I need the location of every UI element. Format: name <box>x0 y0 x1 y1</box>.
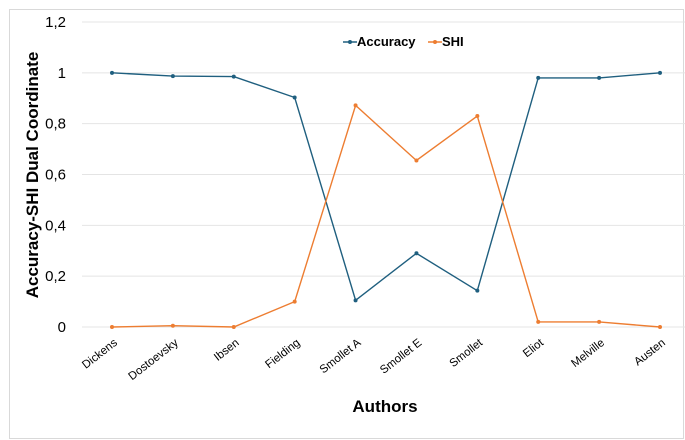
shi-series <box>110 103 662 329</box>
accuracy-point <box>110 70 114 75</box>
x-tick-label: Smollet <box>448 336 486 370</box>
accuracy-point <box>597 75 602 80</box>
y-tick-label: 0,6 <box>45 167 66 184</box>
accuracy-point <box>231 74 236 79</box>
x-tick-label: Eliot <box>521 336 547 360</box>
accuracy-series <box>110 70 662 303</box>
accuracy-point <box>475 288 480 293</box>
y-tick-label: 0,2 <box>45 268 66 285</box>
shi-point <box>536 319 541 324</box>
accuracy-point <box>414 251 419 256</box>
x-tick-label: Melville <box>569 337 607 370</box>
series-lines <box>110 70 662 329</box>
shi-point <box>170 323 175 328</box>
shi-point <box>353 103 358 108</box>
shi-point <box>110 325 114 329</box>
y-tick-label: 0 <box>58 319 66 336</box>
y-tick-label: 1 <box>58 65 66 82</box>
y-tick-labels: 0 0,2 0,4 0,6 0,8 1 1,2 <box>45 14 66 336</box>
shi-point <box>414 158 419 163</box>
x-tick-label: Dostoevsky <box>127 337 181 383</box>
shi-point <box>658 325 662 329</box>
accuracy-line <box>111 72 661 302</box>
accuracy-point <box>536 75 541 80</box>
shi-point <box>597 319 602 324</box>
shi-point <box>292 299 297 304</box>
x-axis-title: Authors <box>352 397 417 416</box>
x-tick-label: Dickens <box>80 337 120 372</box>
x-tick-label: Austen <box>632 337 668 369</box>
x-tick-labels: Dickens Dostoevsky Ibsen Fielding Smollet A S… <box>80 336 668 383</box>
gridlines <box>82 21 685 328</box>
accuracy-point <box>292 95 297 100</box>
accuracy-point <box>353 298 358 303</box>
shi-line <box>111 104 661 328</box>
x-tick-label: Ibsen <box>212 337 242 364</box>
y-tick-label: 0,4 <box>45 217 66 234</box>
x-tick-label: Smollet E <box>378 337 424 377</box>
shi-legend-label: SHI <box>442 34 464 49</box>
shi-legend-marker <box>433 40 437 44</box>
accuracy-legend-label: Accuracy <box>357 34 416 49</box>
shi-point <box>231 325 236 329</box>
y-axis-title: Accuracy-SHI Dual Coordinate <box>23 52 42 299</box>
accuracy-point <box>658 70 662 75</box>
x-tick-label: Smollet A <box>318 337 364 377</box>
x-tick-label: Fielding <box>263 337 302 371</box>
shi-point <box>475 114 480 119</box>
legend: Accuracy SHI <box>343 34 464 49</box>
accuracy-point <box>170 74 175 79</box>
y-tick-label: 0,8 <box>45 116 66 133</box>
accuracy-legend-marker <box>348 40 352 44</box>
y-tick-label: 1,2 <box>45 14 66 31</box>
chart-frame <box>9 9 684 439</box>
